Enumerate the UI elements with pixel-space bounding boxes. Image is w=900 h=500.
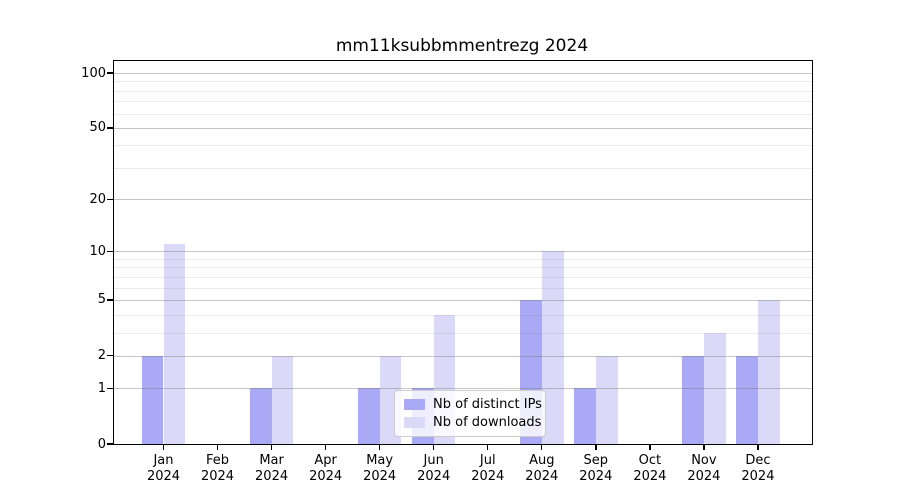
legend-label-distinct-ips: Nb of distinct IPs [433,396,542,412]
gridline-major [114,299,812,301]
gridline-minor [114,258,812,260]
chart-title: mm11ksubbmmentrezg 2024 [335,36,589,56]
bar-distinct-ips-nov [682,355,704,444]
x-tick-label: Oct 2024 [633,453,667,484]
x-tick-label: May 2024 [363,453,397,484]
y-tick-label: 1 [97,380,106,396]
legend-item-distinct-ips: Nb of distinct IPs [395,396,545,412]
y-tick-label: 2 [97,348,106,364]
gridline-major [114,73,812,74]
gridline-minor [114,314,812,316]
gridline-major [114,127,812,129]
x-tick-mark [324,444,327,450]
x-tick-label: Aug 2024 [525,453,559,484]
x-tick-mark [649,444,651,450]
x-tick-mark [433,444,435,450]
x-tick-mark [757,444,759,450]
gridline-minor [114,287,812,289]
x-tick-mark [162,444,165,450]
plot-area: 0 1 2 5 10 20 50 100 Jan 2024 Feb 2024 Mar 2024 Apr… [81,60,813,484]
gridline-minor [114,267,812,269]
gridline-minor [114,332,812,334]
x-tick-label: Sep 2024 [579,453,613,484]
bar-downloads-sep [595,355,618,444]
bar-downloads-dec [757,299,780,444]
gridline-minor [114,90,812,92]
bar-downloads-mar [271,355,294,444]
bar-distinct-ips-sep [574,388,596,444]
x-tick-label: Feb 2024 [200,453,235,484]
gridline-minor [114,113,812,115]
y-tick-label: 10 [89,243,106,259]
legend-item-downloads: Nb of downloads [395,414,545,430]
y-tick-mark [107,443,113,445]
y-tick-mark [107,127,113,129]
x-tick-mark [541,444,543,450]
bar-distinct-ips-may [357,388,380,444]
gridline-major [114,199,812,201]
x-tick-label: Jan 2024 [146,453,181,484]
x-tick-label: Mar 2024 [255,453,289,484]
gridline-minor [114,276,812,278]
x-tick-mark [216,444,219,450]
gridline-major [114,388,812,390]
y-tick-label: 5 [97,292,106,308]
x-tick-mark [595,444,597,450]
gridline-minor [114,81,812,83]
y-tick-mark [107,250,113,252]
x-tick-label: Dec 2024 [741,453,775,484]
y-tick-mark [107,72,113,74]
y-tick-label: 20 [89,191,106,207]
y-tick-label: 0 [97,436,106,452]
x-tick-label: Nov 2024 [687,453,721,484]
x-tick-label: Jun 2024 [417,453,451,484]
x-tick-label: Apr 2024 [309,453,343,484]
x-tick-mark [703,444,705,450]
gridline-minor [114,145,812,147]
y-tick-label: 100 [81,65,106,81]
bar-distinct-ips-jan [141,355,164,444]
y-tick-mark [107,354,113,357]
bar-distinct-ips-mar [249,388,272,444]
legend-label-downloads: Nb of downloads [433,414,542,430]
x-tick-label: Jul 2024 [471,453,505,484]
y-tick-mark [107,387,113,389]
legend: Nb of distinct IPs Nb of downloads [394,390,546,437]
bar-downloads-nov [703,332,726,444]
x-tick-mark [270,444,273,450]
gridline-major [114,355,812,357]
legend-swatch-downloads [404,417,425,428]
y-tick-mark [107,198,113,200]
y-tick-mark [107,299,113,301]
y-tick-label: 50 [89,120,106,136]
gridline-minor [114,101,812,103]
bar-distinct-ips-dec [736,355,758,444]
legend-swatch-distinct-ips [404,399,425,410]
x-tick-mark [487,444,489,450]
gridline-major [114,251,812,253]
bar-downloads-aug [541,251,564,444]
gridline-minor [114,167,812,169]
x-tick-mark [378,444,381,450]
bar-downloads-jan [163,244,186,444]
